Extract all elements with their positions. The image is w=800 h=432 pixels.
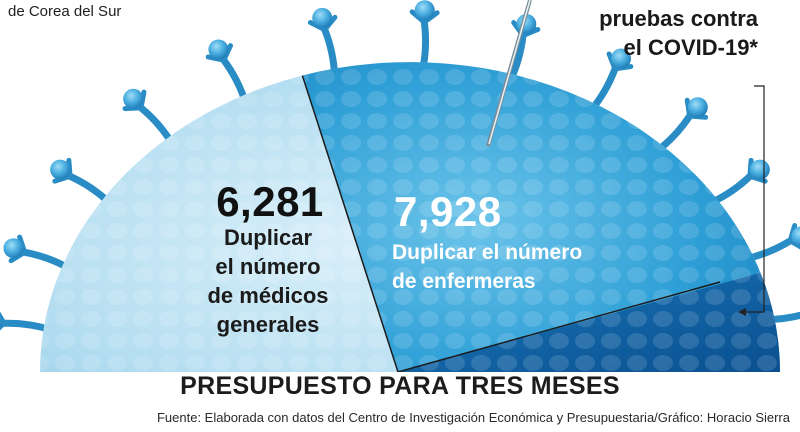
virus-spike-prong — [0, 311, 7, 326]
virus-spike-tip — [414, 0, 435, 21]
virus-spike-tip — [611, 48, 631, 69]
source-note: Fuente: Elaborada con datos del Centro d… — [156, 410, 790, 425]
virus-spike-tip — [50, 159, 71, 180]
virus-spike-tip — [791, 226, 800, 247]
virus-spike-tip — [687, 97, 708, 118]
medicos-label-line: generales — [216, 312, 320, 337]
enfermeras-label-line: Duplicar el número — [392, 241, 583, 264]
medicos-label-line: Duplicar — [223, 225, 313, 250]
enfermeras-label: Duplicar el número de enfermeras — [392, 238, 582, 296]
medicos-value: 6,281 — [216, 178, 324, 225]
top-left-caption: de Corea del Sur — [8, 3, 122, 20]
virus-spike-tip — [0, 315, 3, 328]
virus-spike-tip — [208, 39, 229, 60]
enfermeras-label-line: de enfermeras — [392, 270, 536, 293]
virus-spike-tip — [749, 159, 770, 180]
medicos-label: Duplicar el número de médicos generales — [188, 223, 348, 339]
top-right-caption-line: pruebas contra — [599, 6, 758, 31]
virus-spike-prong — [0, 320, 7, 331]
virus-spike-tip — [3, 238, 24, 259]
virus-spike-tip — [123, 88, 144, 109]
callout-bracket — [738, 85, 765, 316]
medicos-label-line: de médicos — [207, 283, 329, 308]
enfermeras-value: 7,928 — [394, 188, 502, 235]
page-title: PRESUPUESTO PARA TRES MESES — [180, 372, 620, 400]
top-right-caption-line: el COVID-19* — [623, 35, 759, 60]
top-right-caption: pruebas contra el COVID-19* — [599, 4, 758, 62]
segment-divider — [297, 62, 399, 373]
virus-spike-tip — [312, 7, 333, 28]
segment-divider — [397, 281, 721, 373]
medicos-label-line: el número — [215, 254, 321, 279]
syringe-icon — [486, 0, 532, 147]
